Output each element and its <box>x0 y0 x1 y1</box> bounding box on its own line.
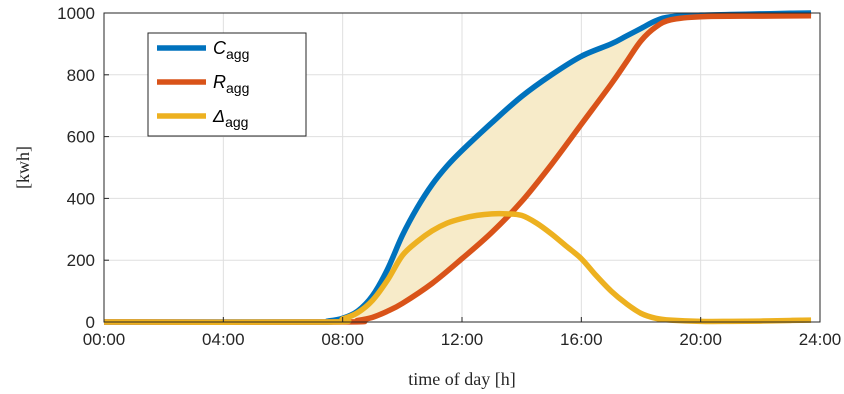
ticks: 00:00 04:00 08:00 12:00 16:00 20:00 24:00 0 200 4… <box>57 4 841 349</box>
x-axis-label: time of day [h] <box>408 369 515 389</box>
legend-subscript: agg <box>225 114 248 130</box>
x-tick-label: 20:00 <box>679 330 722 349</box>
x-tick-label: 12:00 <box>441 330 484 349</box>
series-line-d <box>103 210 812 325</box>
legend-entry: Δagg <box>212 106 248 130</box>
legend-symbol: R <box>213 72 226 92</box>
legend-symbol: Δ <box>212 106 225 126</box>
x-tick-label: 08:00 <box>321 330 364 349</box>
legend-subscript: agg <box>226 46 249 62</box>
y-tick-label: 600 <box>67 128 95 147</box>
series-group <box>103 10 812 325</box>
y-tick-label: 800 <box>67 66 95 85</box>
y-tick-label: 0 <box>86 313 95 332</box>
y-tick-label: 1000 <box>57 4 95 23</box>
legend-entry: Ragg <box>213 72 249 96</box>
series-line-r <box>103 13 812 325</box>
x-tick-label: 16:00 <box>560 330 603 349</box>
x-tick-label: 00:00 <box>83 330 126 349</box>
legend-subscript: agg <box>226 80 249 96</box>
x-tick-label: 04:00 <box>202 330 245 349</box>
x-tick-label: 24:00 <box>799 330 842 349</box>
legend-entry: Cagg <box>213 38 249 62</box>
y-axis-label: [kwh] <box>13 146 33 189</box>
y-tick-label: 400 <box>67 189 95 208</box>
y-tick-label: 200 <box>67 251 95 270</box>
legend-symbol: C <box>213 38 227 58</box>
fill-area-between-c-and-r <box>104 13 812 322</box>
